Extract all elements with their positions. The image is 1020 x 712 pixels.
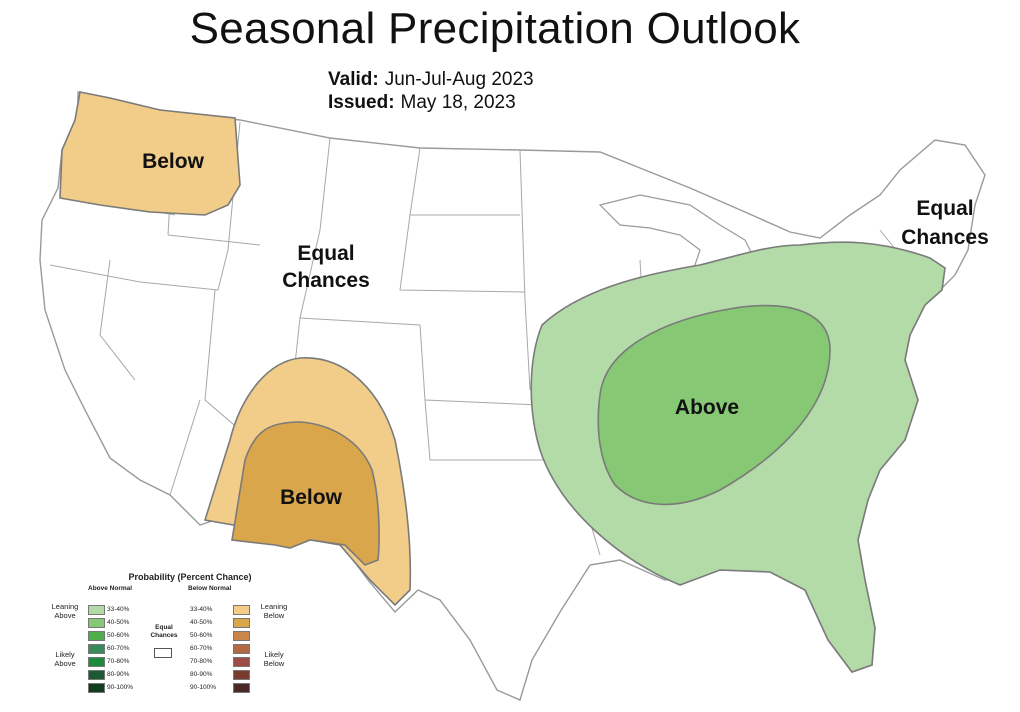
legend-above-label: 70-80% <box>107 658 130 665</box>
legend-leaning-above: Leaning Above <box>51 602 79 620</box>
legend-above-swatch <box>88 631 105 641</box>
legend-below-swatch <box>233 683 250 693</box>
legend-equal-chances: Equal Chances <box>150 624 178 639</box>
legend-above-swatch <box>88 605 105 615</box>
legend-equal-swatch <box>154 648 172 658</box>
legend-below-header: Below Normal <box>188 585 232 592</box>
legend-below-label: 33-40% <box>190 606 213 613</box>
legend-below-swatch <box>233 644 250 654</box>
region-southwest-below-40-50 <box>231 421 380 566</box>
legend-below-label: 60-70% <box>190 645 213 652</box>
legend-below-swatch <box>233 670 250 680</box>
legend-above-swatch <box>88 644 105 654</box>
issued-label: Issued: <box>328 92 395 113</box>
legend-below-swatch <box>233 605 250 615</box>
legend-likely-below: Likely Below <box>263 650 285 668</box>
legend-below-label: 50-60% <box>190 632 213 639</box>
valid-value: Jun-Jul-Aug 2023 <box>384 69 534 90</box>
legend-above-header: Above Normal <box>88 585 133 592</box>
legend-below-label: 90-100% <box>190 684 217 691</box>
label-southwest-below: Below <box>280 486 343 509</box>
legend-above-swatch <box>88 683 105 693</box>
legend-likely-above: Likely Above <box>54 650 76 668</box>
legend-below-label: 40-50% <box>190 619 213 626</box>
legend-above-label: 90-100% <box>107 684 134 691</box>
legend-below-swatch <box>233 618 250 628</box>
region-east-above-40-50 <box>597 304 831 506</box>
legend-above-swatch <box>88 618 105 628</box>
label-east-above: Above <box>675 396 739 419</box>
label-west-equal-line2: Chances <box>282 269 370 292</box>
legend-below-label: 80-90% <box>190 671 213 678</box>
map-metadata: Valid: Jun-Jul-Aug 2023 Issued: May 18, 20… <box>328 68 534 114</box>
legend-title: Probability (Percent Chance) <box>128 572 252 582</box>
label-northwest-below: Below <box>142 150 205 173</box>
valid-label: Valid: <box>328 69 379 90</box>
legend-above-label: 40-50% <box>107 619 130 626</box>
legend-above-label: 33-40% <box>107 606 130 613</box>
label-northeast-equal-line1: Equal <box>916 197 973 220</box>
legend-below-swatch <box>233 631 250 641</box>
legend-above-label: 60-70% <box>107 645 130 652</box>
legend-below-label: 70-80% <box>190 658 213 665</box>
map-title: Seasonal Precipitation Outlook <box>189 4 801 53</box>
legend-above-swatch <box>88 657 105 667</box>
legend-above-label: 80-90% <box>107 671 130 678</box>
legend-below-swatch <box>233 657 250 667</box>
region-northwest-below <box>59 91 241 216</box>
label-west-equal-line1: Equal <box>297 242 354 265</box>
issued-value: May 18, 2023 <box>400 92 516 113</box>
legend-leaning-below: Leaning Below <box>260 602 288 620</box>
label-northeast-equal-line2: Chances <box>901 226 989 249</box>
legend-above-label: 50-60% <box>107 632 130 639</box>
legend-above-swatch <box>88 670 105 680</box>
probability-legend: Probability (Percent Chance) Above Norma… <box>50 572 300 698</box>
